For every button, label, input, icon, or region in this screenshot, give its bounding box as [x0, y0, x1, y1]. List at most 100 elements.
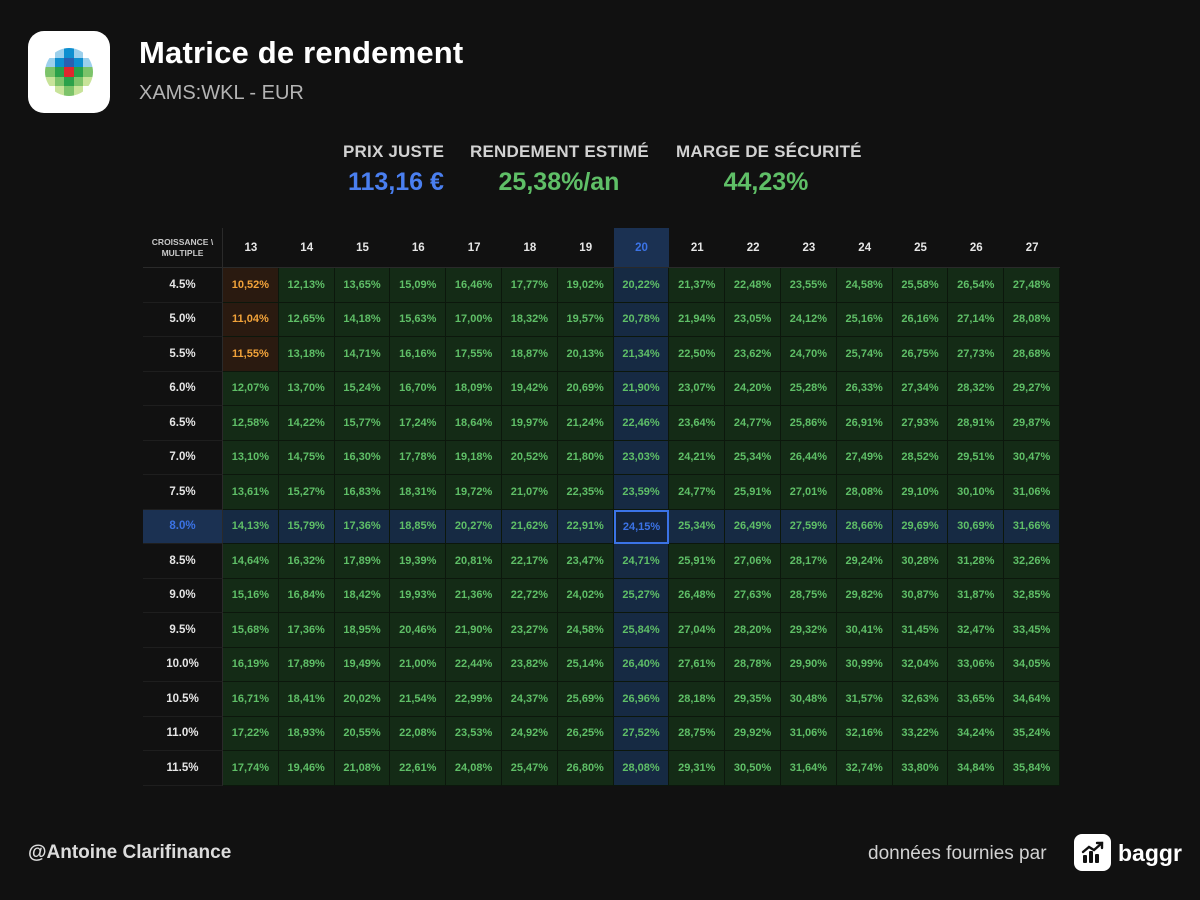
heatmap-cell: 14,64%: [223, 544, 279, 579]
row-header-growth: 5.5%: [143, 337, 223, 372]
heatmap-cell: 26,54%: [948, 268, 1005, 303]
heatmap-cell: 26,75%: [892, 337, 949, 372]
heatmap-cell: 32,16%: [836, 716, 893, 751]
col-header-multiple: 15: [334, 228, 391, 268]
heatmap-cell: 27,73%: [948, 337, 1005, 372]
heatmap-cell: 26,80%: [557, 751, 614, 786]
row-header-growth: 11.0%: [143, 716, 223, 751]
heatmap-cell: 34,64%: [1004, 682, 1060, 717]
row-header-growth: 6.5%: [143, 406, 223, 441]
heatmap-cell: 15,63%: [390, 302, 447, 337]
heatmap-cell: 21,07%: [502, 475, 558, 510]
corner-label-growth: CROISSANCE \: [151, 236, 214, 247]
heatmap-cell: 31,64%: [781, 751, 837, 786]
heatmap-cell: 22,61%: [390, 751, 447, 786]
heatmap-cell: 25,34%: [669, 509, 726, 544]
heatmap-cell: 18,85%: [390, 509, 447, 544]
heatmap-cell: 28,91%: [948, 406, 1005, 441]
heatmap-cell: 18,42%: [334, 578, 391, 613]
heatmap-cell: 16,84%: [278, 578, 335, 613]
heatmap-cell: 23,53%: [446, 716, 502, 751]
col-header-multiple: 13: [223, 228, 279, 268]
heatmap-cell: 29,51%: [948, 440, 1005, 475]
heatmap-cell: 17,78%: [390, 440, 447, 475]
heatmap-cell: 31,28%: [948, 544, 1005, 579]
heatmap-cell: 18,41%: [278, 682, 335, 717]
ticker-subtitle: XAMS:WKL - EUR: [139, 82, 304, 104]
heatmap-cell: 23,03%: [613, 440, 670, 475]
heatmap-cell: 27,01%: [781, 475, 837, 510]
heatmap-cell: 28,75%: [669, 716, 726, 751]
heatmap-cell: 13,65%: [334, 268, 391, 303]
col-header-multiple: 20: [613, 228, 670, 268]
heatmap-cell: 35,24%: [1004, 716, 1060, 751]
heatmap-cell: 18,87%: [502, 337, 558, 372]
heatmap-cell: 20,78%: [613, 302, 670, 337]
heatmap-cell: 25,86%: [781, 406, 837, 441]
heatmap-cell: 22,99%: [446, 682, 502, 717]
heatmap-cell: 32,26%: [1004, 544, 1060, 579]
heatmap-cell: 34,05%: [1004, 647, 1060, 682]
heatmap-cell: 21,00%: [390, 647, 447, 682]
heatmap-cell: 23,05%: [725, 302, 781, 337]
heatmap-cell: 15,09%: [390, 268, 447, 303]
heatmap-cell: 29,87%: [1004, 406, 1060, 441]
heatmap-cell: 23,64%: [669, 406, 726, 441]
heatmap-cell: 22,50%: [669, 337, 726, 372]
stat-fair-price-value: 113,16 €: [348, 168, 444, 196]
heatmap-cell: 17,74%: [223, 751, 279, 786]
heatmap-cell: 24,15%: [613, 509, 670, 544]
heatmap-cell: 31,45%: [892, 613, 949, 648]
heatmap-cell: 13,18%: [278, 337, 335, 372]
heatmap-cell: 18,95%: [334, 613, 391, 648]
heatmap-cell: 17,36%: [278, 613, 335, 648]
corner-label-multiple: MULTIPLE: [161, 247, 204, 258]
heatmap-cell: 19,39%: [390, 544, 447, 579]
stat-fair-price-label: PRIX JUSTE: [343, 142, 445, 161]
baggr-chart-icon: [1074, 834, 1111, 871]
heatmap-cell: 21,34%: [613, 337, 670, 372]
heatmap-cell: 27,93%: [892, 406, 949, 441]
heatmap-cell: 24,92%: [502, 716, 558, 751]
heatmap-cell: 28,08%: [836, 475, 893, 510]
heatmap-cell: 28,20%: [725, 613, 781, 648]
heatmap-cell: 25,84%: [613, 613, 670, 648]
col-header-multiple: 21: [669, 228, 726, 268]
baggr-brand-name: baggr: [1118, 840, 1182, 866]
heatmap-cell: 20,13%: [557, 337, 614, 372]
heatmap-cell: 31,06%: [1004, 475, 1060, 510]
heatmap-cell: 24,77%: [669, 475, 726, 510]
heatmap-cell: 33,80%: [892, 751, 949, 786]
heatmap-cell: 30,87%: [892, 578, 949, 613]
col-header-multiple: 26: [948, 228, 1005, 268]
row-header-growth: 10.0%: [143, 647, 223, 682]
heatmap-cell: 29,35%: [725, 682, 781, 717]
heatmap-cell: 27,59%: [781, 509, 837, 544]
heatmap-cell: 26,25%: [557, 716, 614, 751]
heatmap-cell: 16,70%: [390, 371, 447, 406]
heatmap-cell: 25,91%: [725, 475, 781, 510]
heatmap-cell: 17,77%: [502, 268, 558, 303]
heatmap-cell: 20,69%: [557, 371, 614, 406]
heatmap-cell: 27,52%: [613, 716, 670, 751]
row-header-growth: 7.5%: [143, 475, 223, 510]
heatmap-cell: 15,27%: [278, 475, 335, 510]
heatmap-cell: 16,71%: [223, 682, 279, 717]
heatmap-cell: 14,75%: [278, 440, 335, 475]
row-header-growth: 7.0%: [143, 440, 223, 475]
heatmap-cell: 28,08%: [613, 751, 670, 786]
col-header-multiple: 14: [278, 228, 335, 268]
heatmap-cell: 16,32%: [278, 544, 335, 579]
col-header-multiple: 25: [892, 228, 949, 268]
heatmap-cell: 26,16%: [892, 302, 949, 337]
row-header-growth: 11.5%: [143, 751, 223, 786]
heatmap-cell: 27,61%: [669, 647, 726, 682]
heatmap-cell: 14,71%: [334, 337, 391, 372]
heatmap-cell: 27,14%: [948, 302, 1005, 337]
heatmap-cell: 19,93%: [390, 578, 447, 613]
heatmap-cell: 20,52%: [502, 440, 558, 475]
heatmap-cell: 18,32%: [502, 302, 558, 337]
row-header-growth: 5.0%: [143, 302, 223, 337]
heatmap-cell: 17,89%: [278, 647, 335, 682]
heatmap-cell: 29,90%: [781, 647, 837, 682]
